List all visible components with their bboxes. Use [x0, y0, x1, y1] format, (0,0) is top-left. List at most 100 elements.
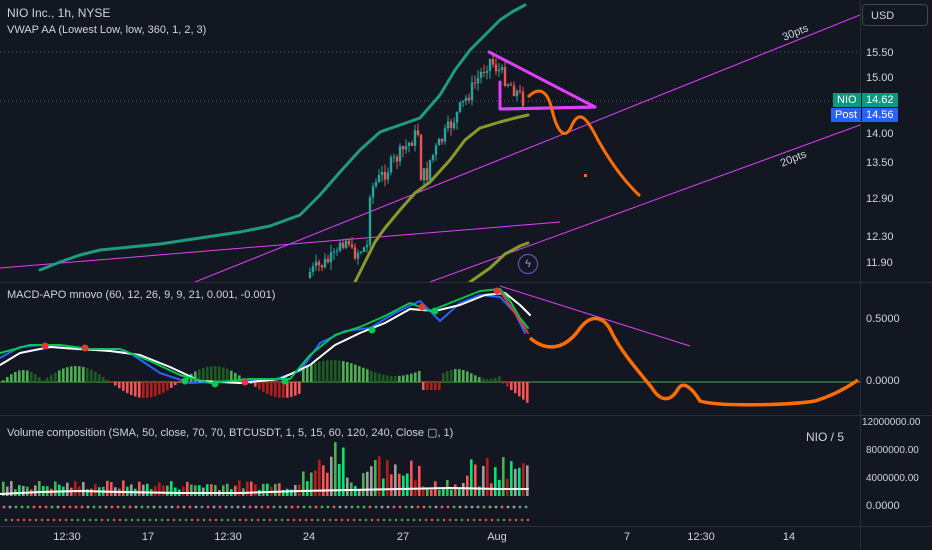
- macd-histogram-bar: [518, 382, 521, 397]
- composition-marker: [292, 518, 296, 522]
- composition-marker: [124, 518, 128, 522]
- macd-histogram-bar: [26, 370, 29, 382]
- volume-bar: [338, 464, 341, 496]
- candle-body: [398, 146, 402, 162]
- composition-marker: [362, 505, 366, 509]
- volume-bar: [274, 484, 277, 496]
- vwap-indicator-title[interactable]: VWAP AA (Lowest Low, low, 360, 1, 2, 3): [7, 24, 207, 36]
- price-pane[interactable]: NIO Inc., 1h, NYSE VWAP AA (Lowest Low, …: [0, 0, 860, 282]
- volume-bar: [194, 485, 197, 496]
- composition-marker: [214, 518, 218, 522]
- macd-histogram-bar: [202, 367, 205, 382]
- composition-marker: [52, 518, 56, 522]
- composition-marker: [278, 505, 282, 509]
- volume-bar: [322, 465, 325, 496]
- macd-histogram-bar: [106, 379, 109, 382]
- volume-bar: [38, 480, 41, 496]
- volume-bar: [174, 487, 177, 496]
- macd-histogram-bar: [162, 382, 165, 393]
- macd-histogram-bar: [150, 382, 153, 398]
- volume-bar: [306, 481, 309, 496]
- volume-chart-svg[interactable]: [0, 416, 860, 526]
- lightning-icon[interactable]: ϟ: [518, 254, 538, 274]
- composition-marker: [274, 518, 278, 522]
- macd-projection-path: [528, 316, 860, 407]
- volume-bar: [138, 481, 141, 496]
- composition-marker: [478, 518, 482, 522]
- composition-marker: [62, 505, 66, 509]
- composition-marker: [392, 505, 396, 509]
- composition-marker: [34, 518, 38, 522]
- macd-histogram-bar: [234, 372, 237, 382]
- composition-marker: [116, 505, 120, 509]
- volume-bar: [378, 456, 381, 496]
- macd-chart-svg[interactable]: [0, 283, 860, 415]
- macd-histogram-bar: [462, 369, 465, 382]
- volume-bar: [466, 475, 469, 496]
- composition-marker: [380, 505, 384, 509]
- macd-histogram-bar: [446, 371, 449, 382]
- volume-bar: [386, 460, 389, 496]
- composition-marker: [148, 518, 152, 522]
- macd-histogram-bar: [410, 373, 413, 382]
- volume-bar: [94, 484, 97, 496]
- composition-marker: [32, 505, 36, 509]
- price-axis[interactable]: [860, 0, 932, 550]
- composition-marker: [496, 518, 500, 522]
- composition-marker: [194, 505, 198, 509]
- volume-pane[interactable]: Volume composition (SMA, 50, close, 70, …: [0, 416, 860, 526]
- composition-marker: [232, 518, 236, 522]
- pane-separator[interactable]: [0, 282, 932, 283]
- composition-marker: [422, 505, 426, 509]
- time-tick: 12:30: [214, 531, 242, 543]
- volume-bar: [122, 480, 125, 496]
- time-tick: 17: [141, 531, 155, 543]
- candle-body: [443, 128, 447, 142]
- candle-body: [434, 145, 438, 155]
- macd-pane[interactable]: MACD-APO mnovo (60, 12, 26, 9, 9, 21, 0.…: [0, 283, 860, 415]
- macd-histogram-bar: [46, 377, 49, 382]
- candle-body: [320, 265, 324, 268]
- macd-histogram-bar: [266, 382, 269, 394]
- volume-bar: [354, 486, 357, 496]
- candle-body: [350, 244, 354, 248]
- composition-marker: [466, 518, 470, 522]
- composition-marker: [134, 505, 138, 509]
- macd-histogram-bar: [238, 375, 241, 382]
- volume-bar: [254, 484, 257, 496]
- volume-bar: [450, 489, 453, 496]
- pane-separator[interactable]: [0, 415, 932, 416]
- composition-marker: [142, 518, 146, 522]
- candle-body: [362, 247, 366, 252]
- macd-histogram-bar: [526, 382, 529, 403]
- price-chart-svg[interactable]: [0, 0, 860, 282]
- composition-marker: [470, 505, 474, 509]
- composition-marker: [416, 505, 420, 509]
- composition-marker: [314, 505, 318, 509]
- macd-histogram-bar: [414, 372, 417, 382]
- macd-histogram-bar: [346, 362, 349, 382]
- macd-histogram-bar: [510, 382, 513, 390]
- volume-bar: [74, 481, 77, 496]
- macd-histogram-bar: [354, 364, 357, 382]
- volume-indicator-title[interactable]: Volume composition (SMA, 50, close, 70, …: [7, 427, 454, 439]
- crossover-dot: [181, 377, 189, 385]
- composition-marker: [166, 518, 170, 522]
- volume-bar: [310, 472, 313, 496]
- composition-marker: [368, 505, 372, 509]
- composition-marker: [520, 518, 524, 522]
- candle-body: [308, 271, 312, 278]
- post-badge: Post: [831, 108, 862, 122]
- currency-button[interactable]: USD: [862, 4, 928, 26]
- composition-marker: [172, 518, 176, 522]
- macd-histogram-bar: [478, 377, 481, 382]
- composition-marker: [472, 518, 476, 522]
- macd-histogram-bar: [70, 366, 73, 382]
- composition-marker: [388, 518, 392, 522]
- volume-bar: [198, 485, 201, 496]
- candle-body: [353, 247, 357, 259]
- macd-histogram-bar: [222, 367, 225, 382]
- macd-indicator-title[interactable]: MACD-APO mnovo (60, 12, 26, 9, 9, 21, 0.…: [7, 289, 276, 301]
- candle-body: [509, 84, 513, 86]
- macd-histogram-bar: [122, 382, 125, 391]
